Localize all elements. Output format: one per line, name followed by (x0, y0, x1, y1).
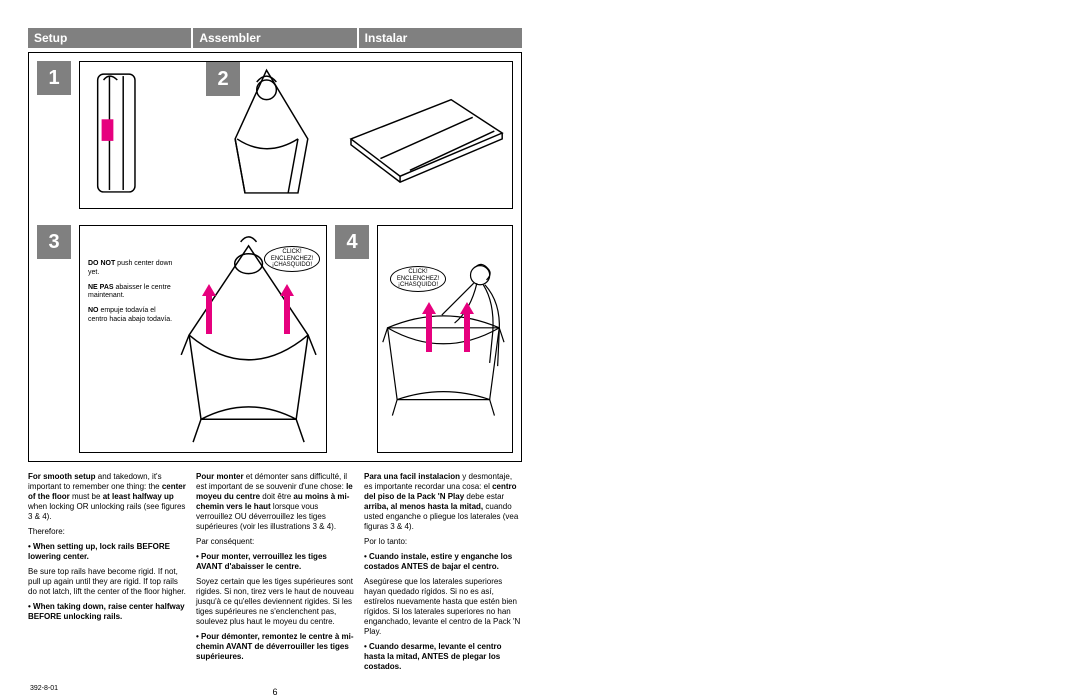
panel-row-2: 3 DO NOT push center down yet. NE PAS ab… (29, 225, 521, 461)
callout-line-1: CLICK! (282, 249, 301, 255)
step-4-illustration: CLICK! ENCLENCHEZ! ¡CHASQUIDO! (377, 225, 513, 453)
es-p1d: debe estar (466, 492, 504, 501)
fr-p1a: Pour monter (196, 472, 246, 481)
col-es: Para una facil instalacion y desmontaje,… (364, 472, 522, 677)
en-p1d: must be (72, 492, 103, 501)
header-tab-assembler: Assembler (193, 28, 358, 48)
en-p2: Therefore: (28, 527, 186, 537)
page-root: Setup Assembler Instalar 1 2 (28, 28, 522, 697)
step3-callout: CLICK! ENCLENCHEZ! ¡CHASQUIDO! (264, 246, 320, 272)
text-columns: For smooth setup and takedown, it's impo… (28, 472, 522, 677)
es-p1a: Para una facil instalacion (364, 472, 462, 481)
panel-top-row: 1 2 (29, 53, 521, 217)
fr-p4: Soyez certain que les tiges supérieures … (196, 577, 354, 627)
callout-line-2: ENCLENCHEZ! (271, 256, 313, 262)
fr-p5: • Pour démonter, remontez le centre à mi… (196, 632, 354, 661)
step3-arrow-right (280, 284, 294, 334)
callout4-line-3: ¡CHASQUIDO! (398, 282, 438, 288)
en-p3: • When setting up, lock rails BEFORE low… (28, 542, 170, 561)
callout4-line-2: ENCLENCHEZ! (397, 276, 439, 282)
col-fr: Pour monter et démonter sans difficulté,… (196, 472, 354, 677)
top-illustration-svg (80, 62, 512, 208)
es-p4: Asegúrese que los laterales superiores h… (364, 577, 522, 637)
col-en: For smooth setup and takedown, it's impo… (28, 472, 186, 677)
step4-callout: CLICK! ENCLENCHEZ! ¡CHASQUIDO! (390, 266, 446, 292)
step-number-4: 4 (335, 225, 369, 259)
fr-p3: • Pour monter, verrouillez les tiges AVA… (196, 552, 327, 571)
callout-line-3: ¡CHASQUIDO! (272, 262, 312, 268)
header-tab-setup: Setup (28, 28, 193, 48)
header-row: Setup Assembler Instalar (28, 28, 522, 48)
step-1-2-illustration: 2 (79, 61, 513, 209)
fr-p2: Par conséquent: (196, 537, 354, 547)
es-p3: • Cuando instale, estire y enganche los … (364, 552, 512, 571)
page-number: 6 (272, 687, 277, 697)
step3-arrow-left (202, 284, 216, 334)
en-p1a: For smooth setup (28, 472, 98, 481)
header-tab-instalar: Instalar (359, 28, 522, 48)
step-number-2: 2 (206, 62, 240, 96)
es-p1e: arriba, al menos hasta la mitad, (364, 502, 485, 511)
en-p4: Be sure top rails have become rigid. If … (28, 567, 186, 597)
step4-svg (378, 226, 512, 452)
en-p1e: at least halfway up (103, 492, 174, 501)
doc-number: 392-8-01 (30, 685, 58, 697)
step4-arrow-right (460, 302, 474, 352)
step4-arrow-left (422, 302, 436, 352)
en-p1f: when locking OR unlocking rails (see fig… (28, 502, 185, 521)
footer-row: 392-8-01 6 (28, 685, 522, 697)
callout4-line-1: CLICK! (408, 269, 427, 275)
es-p5: • Cuando desarme, levante el centro hast… (364, 642, 502, 671)
step-number-1: 1 (37, 61, 71, 95)
step-3-illustration: DO NOT push center down yet. NE PAS abai… (79, 225, 327, 453)
step-number-3: 3 (37, 225, 71, 259)
figure-panel: 1 2 (28, 52, 522, 462)
es-p2: Por lo tanto: (364, 537, 522, 547)
fr-p1d: doit être (262, 492, 293, 501)
en-p5: • When taking down, raise center halfway… (28, 602, 185, 621)
